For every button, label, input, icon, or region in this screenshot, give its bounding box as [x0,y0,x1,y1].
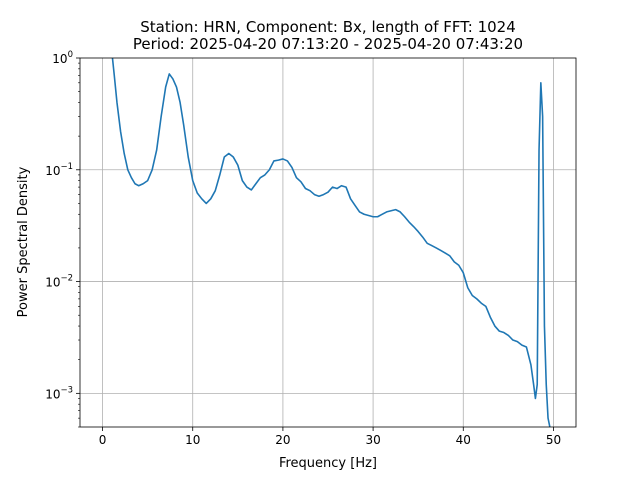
x-tick-label: 20 [275,433,290,447]
x-tick-label: 30 [365,433,380,447]
x-tick-label: 40 [456,433,471,447]
y-tick-label-base: 10 [45,276,60,290]
x-tick-label: 10 [185,433,200,447]
y-axis-label: Power Spectral Density [16,166,31,317]
series-layer [111,58,551,427]
x-tick-label: 50 [546,433,561,447]
chart-title-line-2: Period: 2025-04-20 07:13:20 - 2025-04-20… [133,35,523,53]
x-axis-ticks: 0 10 20 30 40 50 [99,427,561,447]
grid [80,58,576,427]
x-axis-label: Frequency [Hz] [279,456,377,471]
chart-title-line-1: Station: HRN, Component: Bx, length of F… [140,18,516,36]
axes-frame [79,57,577,428]
y-tick-label-base: 10 [52,52,67,66]
y-tick-label: 100 [52,50,73,66]
plot-background [80,58,576,427]
x-tick-label: 0 [99,433,107,447]
psd-series-line [111,58,551,427]
y-tick-label: 10−2 [45,274,73,290]
y-tick-label-exponent: −1 [60,162,73,172]
y-tick-label: 10−1 [45,162,73,178]
y-tick-label: 10−3 [45,385,73,401]
y-tick-label-base: 10 [45,164,60,178]
y-tick-label-exponent: 0 [68,50,73,60]
y-tick-label-exponent: −3 [60,385,73,395]
y-tick-label-base: 10 [45,387,60,401]
y-tick-label-exponent: −2 [60,274,73,284]
